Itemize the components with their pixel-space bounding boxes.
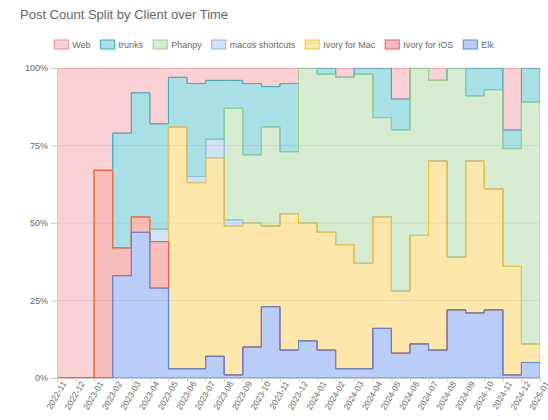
legend-label: Web	[72, 40, 90, 50]
legend-label: Ivory for Mac	[323, 40, 376, 50]
tick-label: 2025-01	[527, 379, 548, 411]
legend-item: Web	[54, 40, 90, 50]
tick: 100%	[25, 63, 57, 73]
tick-label: 75%	[30, 141, 48, 151]
legend-swatch	[305, 40, 319, 49]
area	[57, 127, 540, 378]
y-axis: 0% 25% 50% 75% 100%	[25, 63, 58, 383]
legend-item: Phanpy	[153, 40, 202, 50]
tick-mark	[51, 68, 57, 69]
legend-label: macos shortcuts	[230, 40, 296, 50]
tick-mark	[51, 146, 57, 147]
legend-label: Ivory for iOS	[403, 40, 453, 50]
legend-item: Ivory for Mac	[305, 40, 376, 50]
tick-label: 0%	[35, 373, 48, 383]
tick-label: 50%	[30, 218, 48, 228]
area	[57, 68, 540, 378]
area	[57, 127, 540, 378]
legend-swatch	[101, 40, 115, 49]
legend-item: trunks	[101, 40, 144, 50]
title: Post Count Split by Client over Time	[20, 7, 228, 22]
tick-mark	[51, 223, 57, 224]
area	[57, 170, 540, 378]
axis-line	[51, 69, 58, 379]
legend-swatch	[463, 40, 477, 49]
tick: 2025-01	[527, 378, 548, 412]
legend-swatch	[153, 40, 167, 49]
legend-label: Phanpy	[171, 40, 202, 50]
tick: 50%	[30, 218, 57, 228]
legend-label: Elk	[481, 40, 494, 50]
legend: Web trunks Phanpy macos shortcuts Ivory for …	[54, 40, 494, 50]
tick: 25%	[30, 296, 57, 306]
tick: 0%	[35, 373, 57, 383]
tick-label: 100%	[25, 63, 48, 73]
area	[57, 68, 540, 378]
plot-area	[57, 68, 540, 378]
grid	[57, 68, 540, 378]
legend-item: Ivory for iOS	[385, 40, 453, 50]
area	[57, 232, 540, 378]
tick-label: 25%	[30, 296, 48, 306]
chart: Post Count Split by Client over Time 0% 25…	[0, 0, 548, 420]
legend-label: trunks	[119, 40, 144, 50]
legend-item: Elk	[463, 40, 494, 50]
legend-swatch	[212, 40, 226, 49]
tick-mark	[51, 378, 57, 379]
legend-swatch	[54, 40, 68, 49]
x-axis: 2022-112022-122023-012023-022023-032023-…	[44, 378, 548, 412]
area	[57, 68, 540, 378]
legend-swatch	[385, 40, 399, 49]
tick: 75%	[30, 141, 57, 151]
tick-mark	[51, 301, 57, 302]
legend-item: macos shortcuts	[212, 40, 296, 50]
